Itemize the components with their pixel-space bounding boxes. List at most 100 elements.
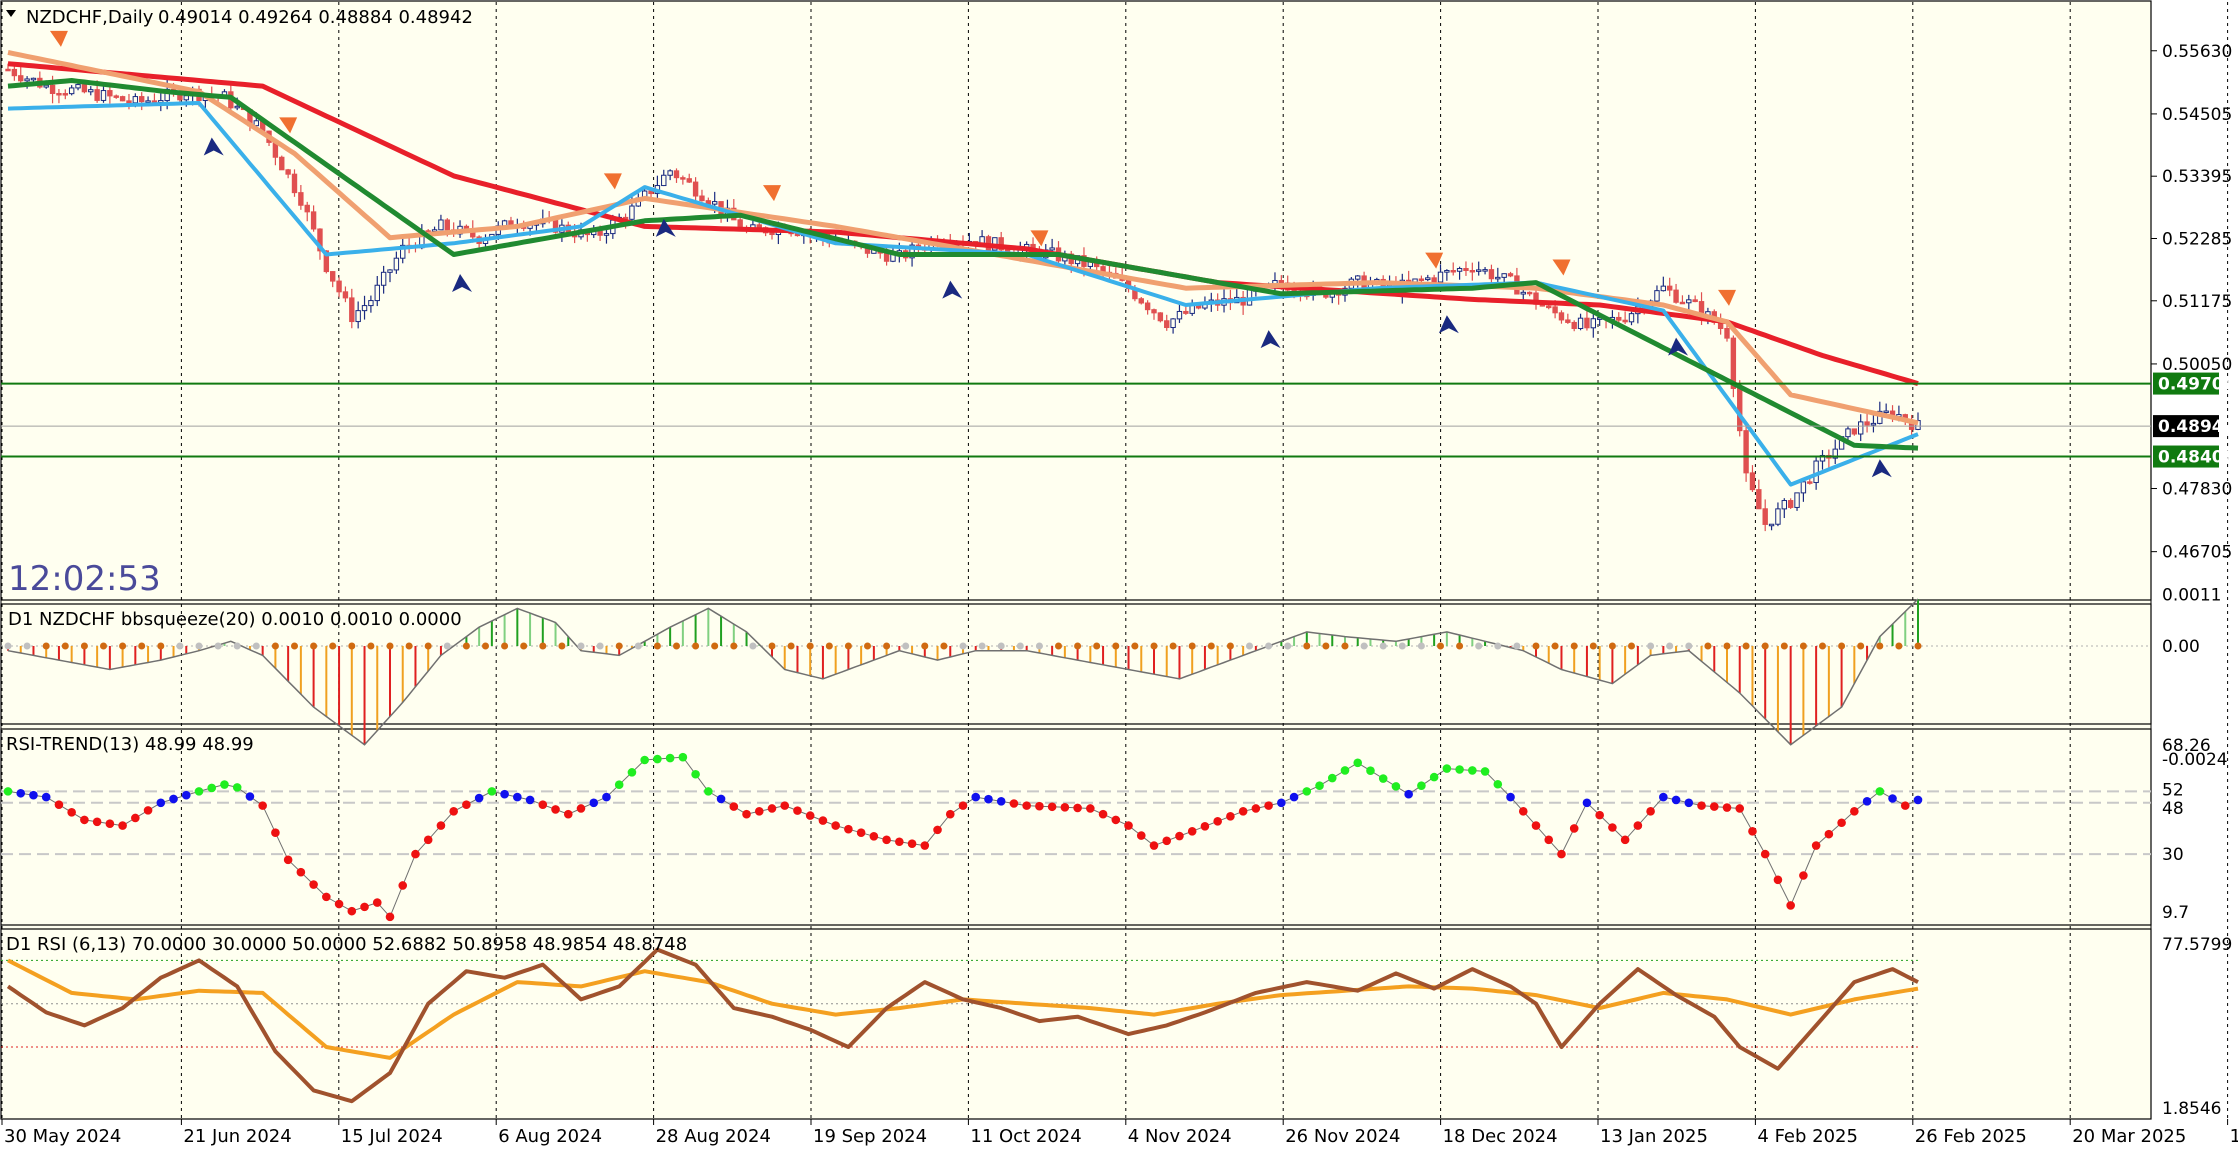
price-axis: 0.49700 0.48400 0.48942 0.55630 0.54505 0.533… [2151, 42, 2236, 1119]
candle-body [1762, 508, 1768, 525]
price-tick-label: 0.50050 [2162, 355, 2232, 375]
date-tick-label: 4 Nov 2024 [1128, 1126, 1232, 1147]
rsitrend-dot [1264, 801, 1273, 810]
date-tick-label: 6 Aug 2024 [498, 1126, 602, 1147]
candle-body [380, 271, 387, 286]
candle-body [285, 169, 291, 175]
candle-body [909, 244, 915, 259]
candle-body [1507, 273, 1514, 277]
candle-body [1425, 277, 1431, 281]
rsitrend-dot [538, 800, 548, 809]
bbs-squeeze-dot [653, 642, 661, 650]
rsi-tick-label: 1.8546 [2162, 1099, 2221, 1119]
rsitrend-dot [194, 787, 204, 796]
candle-body [279, 156, 285, 171]
rsitrend-dot [1404, 789, 1413, 799]
bbs-squeeze-dot [386, 642, 394, 650]
bbs-squeeze-dot [367, 642, 375, 650]
triangle-down-icon[interactable] [6, 10, 16, 17]
candle-body [49, 84, 56, 94]
rsitrend-dot [1799, 871, 1808, 880]
rsitrend-dot [1811, 841, 1821, 850]
candle-body [43, 84, 49, 88]
date-tick-label: 26 Nov 2024 [1285, 1126, 1400, 1147]
candle-body [317, 228, 323, 252]
rsitrend-dot [971, 792, 981, 802]
rsitrend-dot [844, 824, 853, 834]
ohlc-values: 0.49014 0.49264 0.48884 0.48942 [158, 7, 473, 28]
candle-body [712, 201, 718, 205]
rsitrend-dot [1760, 849, 1770, 859]
buy-arrow-icon [1260, 330, 1281, 349]
price-tick-label: 0.54505 [2162, 105, 2232, 125]
bbs-squeeze-dot [348, 642, 356, 650]
bbs-squeeze-dot [1475, 642, 1483, 650]
rsitrend-dot [653, 754, 662, 764]
bbs-squeeze-dot [424, 642, 432, 650]
bbs-squeeze-dot [692, 642, 700, 650]
rsitrend-dot [181, 790, 191, 800]
rsitrend-dot [895, 837, 904, 847]
candle-body [1819, 454, 1826, 462]
rsitrend-dot [996, 797, 1006, 806]
rsitrend-dot [118, 821, 127, 830]
rsitrend-dot [462, 800, 471, 809]
candle-body [88, 89, 94, 93]
candle-body [1565, 319, 1571, 323]
candle-body [1456, 268, 1463, 272]
sell-arrow-icon [1425, 252, 1444, 269]
bbsqueeze-panel[interactable] [1, 598, 2151, 746]
candle-body [11, 68, 18, 77]
sell-arrow-icon [1030, 230, 1049, 247]
rsitrend-dot [754, 807, 764, 816]
candle-body [998, 237, 1004, 251]
rsitrend-dot [856, 828, 866, 838]
bbs-squeeze-dot [1265, 642, 1273, 650]
rsi-panel-frame [0, 928, 2152, 1120]
candle-body [1768, 523, 1775, 527]
bbs-squeeze-dot [787, 642, 795, 650]
price-panel[interactable] [1, 30, 2151, 532]
bbs-squeeze-dot [61, 642, 69, 650]
candle-body [1743, 430, 1749, 474]
rsitrend-dot [1238, 807, 1248, 816]
rsitrend-dot [1035, 801, 1044, 811]
bbs-squeeze-dot [1417, 642, 1425, 650]
level-tag-label: 0.49700 [2158, 375, 2236, 395]
rsitrend-dot [143, 806, 153, 815]
rsitrend-dot [945, 809, 955, 819]
price-tick-label: 0.53395 [2162, 167, 2232, 187]
rsitrend-dot [156, 798, 166, 808]
bbs-envelope-line [7, 598, 1919, 746]
candle-body [151, 100, 158, 103]
rsitrend-dot [1060, 803, 1070, 812]
bbs-squeeze-dot [1780, 642, 1788, 650]
rsitrend-dot [1697, 801, 1706, 810]
candle-body [629, 205, 635, 220]
rsitrend-dot [665, 753, 675, 763]
rsi-trend-panel[interactable] [1, 752, 2151, 922]
ma-blue-line [7, 101, 1919, 487]
candle-body [1870, 422, 1877, 426]
rsi-panel[interactable] [1, 947, 1919, 1104]
buy-arrow-icon [452, 274, 473, 293]
bbs-squeeze-dot [157, 642, 165, 650]
candle-body [1049, 247, 1055, 251]
bbs-squeeze-dot [749, 642, 757, 650]
server-clock: 12:02:53 [8, 559, 161, 599]
rsitrend-dot [1162, 836, 1172, 846]
bbs-squeeze-dot [1876, 642, 1884, 650]
candle-body [1552, 306, 1558, 314]
date-tick-label: 4 Feb 2025 [1757, 1126, 1858, 1147]
rsitrend-dot [1047, 802, 1057, 812]
ma-green-line [7, 78, 1919, 451]
bbs-squeeze-dot [195, 642, 203, 650]
candle-body [1463, 268, 1469, 271]
level-tag-label: 0.48400 [2158, 448, 2236, 468]
rsi-main-line [6, 947, 1919, 1104]
rsitrend-dot [1837, 818, 1846, 828]
candle-body [1558, 312, 1565, 321]
candle-body [1654, 290, 1660, 302]
sell-arrow-icon [603, 173, 622, 190]
bbs-squeeze-dot [462, 642, 470, 650]
